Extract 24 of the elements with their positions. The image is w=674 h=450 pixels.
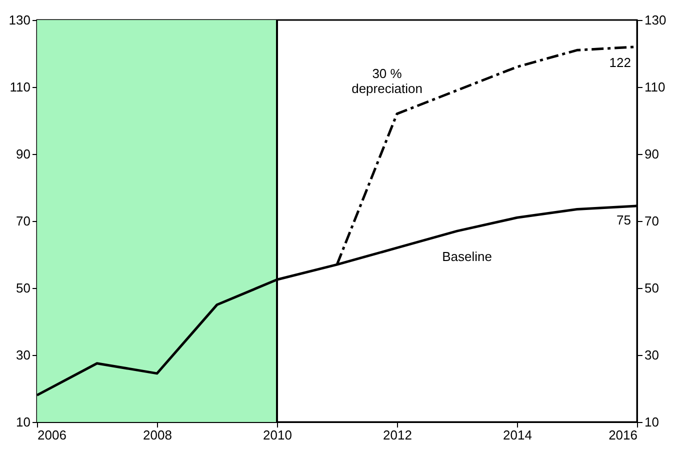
y2-tick-label: 130 (644, 12, 666, 28)
series-label: 30 % depreciation (352, 66, 422, 96)
y-tick-label: 30 (16, 348, 30, 362)
y2-tick-label: 50 (644, 280, 659, 296)
y2-tick-label: 110 (644, 80, 666, 94)
y2-tick-label: 30 (644, 348, 659, 362)
annotation: 122 (609, 54, 631, 70)
annotation: 75 (616, 212, 631, 228)
y-tick-label: 110 (10, 80, 30, 94)
y-tick-label: 130 (8, 12, 30, 28)
x-tick-label: 2006 (38, 428, 66, 442)
x-tick-label: 2016 (608, 428, 638, 442)
y-tick-label: 70 (16, 214, 30, 228)
y-tick-label: 10 (16, 414, 30, 430)
y2-tick-label: 90 (644, 146, 659, 162)
series-label: Baseline (442, 249, 492, 264)
y2-tick-label: 70 (644, 214, 659, 228)
x-tick-label: 2010 (263, 428, 292, 442)
x-tick-label: 2012 (383, 428, 412, 442)
x-tick-label: 2008 (143, 428, 172, 442)
y2-tick-label: 10 (644, 414, 659, 430)
y-tick-label: 50 (16, 280, 30, 296)
y-tick-label: 90 (16, 146, 30, 162)
x-tick-label: 2014 (503, 428, 532, 442)
